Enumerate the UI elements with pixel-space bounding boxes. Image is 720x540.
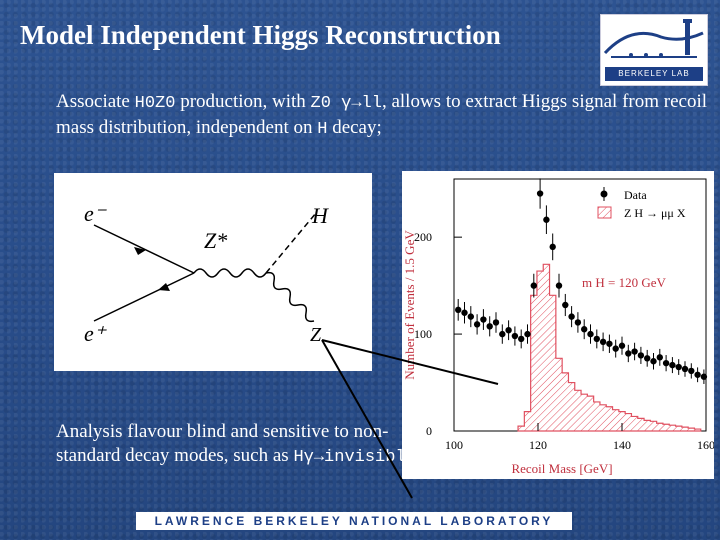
legend-signal-label: Z H → μμ X <box>624 206 686 220</box>
legend-data-label: Data <box>624 188 647 202</box>
data-point <box>480 316 487 323</box>
bottom-code: Hγ→invisible <box>293 448 416 467</box>
signal-histogram <box>517 263 702 432</box>
data-point <box>637 352 645 359</box>
e-plus-arrow-icon <box>158 283 170 291</box>
intro-part-d: decay; <box>327 117 382 138</box>
bottom-part-a: Analysis flavour blind and sensitive to … <box>56 421 389 466</box>
data-point <box>612 345 619 352</box>
y-tick-label: 0 <box>426 424 432 438</box>
data-point <box>688 367 695 375</box>
data-point <box>625 350 632 357</box>
data-point <box>574 319 582 326</box>
data-point <box>543 216 550 223</box>
x-axis-label: Recoil Mass [GeV] <box>511 461 612 476</box>
e-minus-arrow-icon <box>134 247 146 255</box>
data-point <box>606 340 613 347</box>
data-point <box>581 326 588 333</box>
legend-signal-swatch <box>597 206 612 219</box>
data-point <box>599 338 607 346</box>
data-point <box>486 323 493 330</box>
data-point <box>681 365 689 373</box>
e-minus-label: e⁻ <box>84 201 108 226</box>
intro-part-c: , allows to extract Higgs signal from re… <box>56 91 708 138</box>
logo-tag: BERKELEY LAB <box>605 67 703 81</box>
data-point <box>700 373 708 380</box>
mass-annotation: m H = 120 GeV <box>582 275 666 290</box>
higgs-line <box>265 212 317 274</box>
data-point <box>656 354 663 361</box>
intro-part-b: production, with <box>175 91 311 112</box>
data-point <box>568 313 575 320</box>
data-point <box>662 359 670 367</box>
footer-bar: LAWRENCE BERKELEY NATIONAL LABORATORY <box>136 512 572 530</box>
intro-code-hz: H0Z0 <box>134 94 176 113</box>
x-tick-label: 140 <box>613 438 631 452</box>
e-minus-line <box>93 224 195 274</box>
data-point <box>455 306 462 314</box>
feynman-diagram: e⁻ e⁺ Z* H Z <box>54 173 372 371</box>
data-point <box>461 309 468 316</box>
data-point <box>644 355 651 362</box>
higgs-label: H <box>311 203 329 228</box>
data-point <box>499 330 506 338</box>
intro-code-zll: Z0 γ→ll <box>310 94 382 113</box>
z-out-line <box>265 271 315 323</box>
data-point <box>675 363 682 371</box>
data-point <box>562 301 569 309</box>
z-out-label: Z <box>310 324 322 346</box>
x-tick-label: 120 <box>529 438 547 452</box>
data-point <box>467 313 474 320</box>
data-point <box>694 371 701 378</box>
data-point <box>505 327 512 334</box>
y-tick-label: 100 <box>414 327 432 341</box>
bottom-text: Analysis flavour blind and sensitive to … <box>56 420 416 470</box>
data-point <box>587 330 594 338</box>
data-point <box>593 335 600 343</box>
y-axis-label: Number of Events / 1.5 GeV <box>402 230 417 380</box>
recoil-mass-plot: 100 120 140 160 0 100 200 Data Z H → μμ X m H … <box>402 171 715 479</box>
data-point <box>511 332 519 340</box>
data-point <box>618 342 626 349</box>
z-star-label: Z* <box>204 228 227 253</box>
intro-part-a: Associate <box>56 91 135 112</box>
data-point <box>536 190 544 197</box>
berkeley-hills-icon <box>603 19 704 58</box>
plot-frame <box>453 178 707 432</box>
x-tick-label: 160 <box>697 438 714 452</box>
berkeley-lab-logo: BERKELEY LAB <box>600 14 708 86</box>
x-tick-label: 100 <box>445 438 463 452</box>
data-point <box>530 282 537 289</box>
intro-text: Associate H0Z0 production, with Z0 γ→ll,… <box>56 90 716 142</box>
z-star-propagator <box>193 268 267 278</box>
e-plus-line <box>93 272 195 322</box>
data-point <box>524 330 531 338</box>
y-tick-label: 200 <box>414 230 432 244</box>
data-point <box>555 282 563 289</box>
data-point <box>669 361 676 369</box>
data-point <box>492 319 500 326</box>
intro-code-h: H <box>317 120 328 139</box>
e-plus-label: e⁺ <box>84 321 108 346</box>
slide-title: Model Independent Higgs Reconstruction <box>20 20 501 50</box>
data-point <box>549 243 556 251</box>
data-point <box>473 321 481 328</box>
data-point <box>650 358 657 365</box>
data-point <box>631 348 638 355</box>
data-point <box>518 335 525 343</box>
